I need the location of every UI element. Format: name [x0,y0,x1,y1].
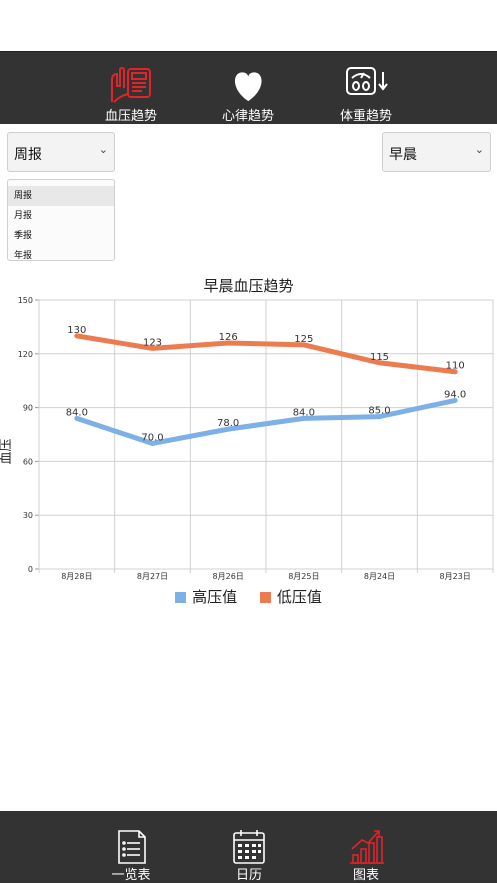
data-label: 123 [143,337,162,348]
chevron-down-icon: ⌄ [474,143,484,156]
heart-icon [234,72,262,102]
data-point [226,341,231,346]
x-tick-label: 8月25日 [288,572,319,580]
tab-heart-rate-label: 心律趋势 [221,109,274,124]
tab-weight[interactable]: 体重趋势 [311,52,421,125]
period-option-weekly[interactable]: 周报 [8,186,114,206]
chart-legend: 高压值 低压值 [0,586,497,607]
data-label: 85.0 [368,406,390,417]
blood-pressure-icon [111,66,151,103]
y-tick-label: 150 [18,296,33,305]
bottom-nav: 一览表 日历 [0,811,497,883]
tab-blood-pressure-label: 血压趋势 [104,109,157,124]
legend-label-low: 低压值 [276,588,322,606]
x-tick-label: 8月24日 [364,572,395,580]
time-select[interactable]: 早晨 ⌄ [382,132,491,172]
data-label: 125 [294,334,313,345]
data-point [301,416,306,421]
tab-heart-rate[interactable]: 心律趋势 [193,52,303,125]
data-point [226,427,231,432]
y-tick-label: 0 [28,565,33,574]
data-point [453,398,458,403]
period-option-monthly[interactable]: 月报 [14,211,33,221]
period-select[interactable]: 周报 ⌄ [7,132,115,172]
data-label: 70.0 [141,432,163,443]
y-tick-label: 60 [23,457,33,466]
tab-chart[interactable]: 图表 [316,811,416,883]
bp-trend-chart: 早晨血压趋势 0 30 60 90 120 150 8月28日 8月27日 8月26日 8月25日… [0,270,497,610]
y-tick-label: 90 [23,404,33,413]
data-point [301,342,306,347]
top-nav: 血压趋势 心律趋势 体重趋势 [0,51,497,124]
y-tick-label: 120 [18,350,33,359]
series-line-high [74,397,458,446]
data-label: 126 [219,332,238,343]
x-tick-label: 8月28日 [61,572,92,580]
tab-overview-label: 一览表 [111,868,151,883]
period-listbox[interactable]: 周报 月报 季报 年报 [7,179,115,261]
scale-icon [346,67,388,95]
data-label: 130 [67,325,86,336]
x-tick-label: 8月23日 [440,572,471,580]
period-option-yearly[interactable]: 年报 [14,251,33,261]
period-option-quarterly[interactable]: 季报 [14,231,33,241]
tab-calendar-label: 日历 [235,868,262,883]
tab-calendar[interactable]: 日历 [199,811,299,883]
data-label: 94.0 [444,389,466,400]
calendar-icon [233,830,265,864]
data-label: 115 [370,352,389,363]
period-select-value: 周报 [14,147,42,163]
chevron-down-icon: ⌄ [98,143,108,156]
chart-plot: 0 30 60 90 120 150 8月28日 8月27日 8月26日 8月25日 8月24日 8月… [0,296,494,580]
series-line-low [74,333,458,375]
legend-swatch-low [259,592,271,603]
data-point [377,414,382,419]
data-point [453,369,458,374]
x-tick-label: 8月26日 [213,572,244,580]
tab-chart-label: 图表 [352,868,379,883]
data-label: 78.0 [217,418,239,429]
tab-blood-pressure[interactable]: 血压趋势 [76,52,186,125]
chart-title: 早晨血压趋势 [203,277,294,295]
data-point [150,346,155,351]
time-select-value: 早晨 [389,147,417,163]
data-point [74,416,79,421]
legend-item-high[interactable]: 高压值 [175,586,237,607]
data-label: 110 [446,361,465,372]
data-point [74,333,79,338]
data-label: 84.0 [293,407,315,418]
legend-label-high: 高压值 [192,588,238,606]
x-tick-label: 8月27日 [137,572,168,580]
tab-weight-label: 体重趋势 [339,109,392,124]
legend-swatch-high [175,592,187,603]
y-axis-label: 血压 [0,438,14,464]
data-label: 84.0 [66,407,88,418]
bar-chart-icon [350,830,384,864]
data-point [377,360,382,365]
legend-item-low[interactable]: 低压值 [259,586,322,607]
tab-overview[interactable]: 一览表 [81,811,181,883]
data-point [150,441,155,446]
y-tick-label: 30 [23,511,33,520]
list-document-icon [118,830,146,864]
